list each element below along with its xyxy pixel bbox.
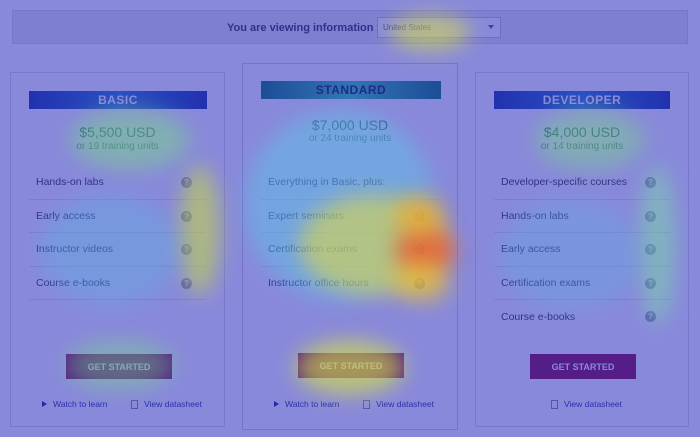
- view-datasheet-link[interactable]: View datasheet: [551, 399, 622, 409]
- watch-to-learn-link[interactable]: Watch to learn: [274, 399, 340, 409]
- plan-card-developer: DEVELOPER $4,000 USD or 14 training unit…: [475, 72, 689, 427]
- get-started-button[interactable]: GET STARTED: [530, 354, 636, 379]
- plan-name: BASIC: [29, 91, 207, 109]
- document-icon: [363, 399, 370, 409]
- feature-item: Developer-specific courses?: [494, 166, 670, 200]
- plan-name: DEVELOPER: [494, 91, 670, 109]
- plan-units: or 19 training units: [76, 141, 159, 152]
- feature-label: Hands-on labs: [501, 209, 569, 222]
- feature-item: Hands-on labs?: [29, 166, 206, 200]
- view-datasheet-link[interactable]: View datasheet: [131, 399, 202, 409]
- feature-item: Instructor videos?: [29, 233, 206, 267]
- feature-label: Early access: [36, 209, 96, 222]
- help-icon[interactable]: ?: [414, 244, 425, 255]
- feature-list: Developer-specific courses? Hands-on lab…: [494, 166, 670, 334]
- plan-units: or 14 training units: [540, 141, 624, 152]
- feature-label: Hands-on labs: [36, 176, 104, 189]
- watch-to-learn-link[interactable]: Watch to learn: [42, 399, 108, 409]
- feature-item: Certification exams?: [494, 267, 670, 300]
- feature-label: Instructor office hours: [268, 277, 369, 290]
- feature-item: Hands-on labs?: [494, 200, 670, 233]
- help-icon[interactable]: ?: [414, 210, 425, 222]
- help-icon[interactable]: ?: [645, 244, 656, 255]
- feature-label: Certification exams: [268, 243, 358, 256]
- feature-item: Instructor office hours?: [261, 267, 439, 301]
- feature-label: Expert seminars: [268, 209, 344, 222]
- feature-item: Everything in Basic, plus:: [261, 166, 439, 200]
- document-icon: [131, 399, 138, 409]
- plan-units: or 24 training units: [308, 133, 392, 144]
- help-icon[interactable]: ?: [645, 177, 656, 188]
- region-selected-value: United States: [383, 23, 432, 32]
- view-datasheet-link[interactable]: View datasheet: [363, 399, 434, 409]
- feature-label: Course e-books: [501, 310, 576, 323]
- feature-list: Everything in Basic, plus: Expert semina…: [261, 166, 439, 300]
- region-bar: You are viewing information for: United …: [12, 10, 688, 44]
- play-icon: [274, 401, 279, 407]
- feature-label: Early access: [501, 243, 561, 256]
- document-icon: [551, 399, 558, 409]
- feature-label: Course e-books: [36, 276, 111, 289]
- region-select[interactable]: United States: [377, 17, 501, 38]
- feature-item: Course e-books?: [29, 267, 206, 300]
- datasheet-label: View datasheet: [564, 399, 622, 409]
- plan-price: $4,000 USD: [543, 124, 621, 140]
- help-icon[interactable]: ?: [645, 210, 656, 222]
- feature-item: Expert seminars?: [261, 200, 439, 233]
- region-label: You are viewing information for:: [227, 22, 395, 34]
- plan-price: $5,500 USD: [79, 124, 156, 140]
- feature-item: Early access?: [29, 200, 206, 233]
- watch-label: Watch to learn: [285, 399, 340, 409]
- get-started-button[interactable]: GET STARTED: [298, 353, 404, 378]
- help-icon[interactable]: ?: [645, 311, 656, 322]
- feature-item: Course e-books?: [494, 300, 670, 334]
- feature-list: Hands-on labs? Early access? Instructor …: [29, 166, 206, 300]
- feature-item: Certification exams?: [261, 233, 439, 267]
- help-icon[interactable]: ?: [181, 210, 192, 222]
- datasheet-label: View datasheet: [376, 399, 434, 409]
- help-icon[interactable]: ?: [414, 277, 425, 289]
- play-icon: [42, 401, 47, 407]
- feature-label: Instructor videos: [36, 243, 114, 256]
- datasheet-label: View datasheet: [144, 399, 202, 409]
- help-icon[interactable]: ?: [181, 244, 192, 255]
- plan-price: $7,000 USD: [311, 117, 389, 133]
- feature-label: Developer-specific courses: [501, 176, 628, 189]
- chevron-down-icon: [488, 25, 494, 29]
- help-icon[interactable]: ?: [181, 177, 192, 188]
- feature-item: Early access?: [494, 233, 670, 267]
- plan-card-basic: BASIC $5,500 USD or 19 training units Ha…: [10, 72, 225, 427]
- feature-label: Certification exams: [501, 276, 591, 289]
- feature-label: Everything in Basic, plus:: [268, 176, 386, 189]
- watch-label: Watch to learn: [53, 399, 108, 409]
- help-icon[interactable]: ?: [181, 277, 192, 289]
- plan-card-standard: STANDARD $7,000 USD or 24 training units…: [242, 63, 458, 430]
- plan-name: STANDARD: [261, 81, 441, 99]
- get-started-button[interactable]: GET STARTED: [66, 354, 172, 379]
- help-icon[interactable]: ?: [645, 277, 656, 289]
